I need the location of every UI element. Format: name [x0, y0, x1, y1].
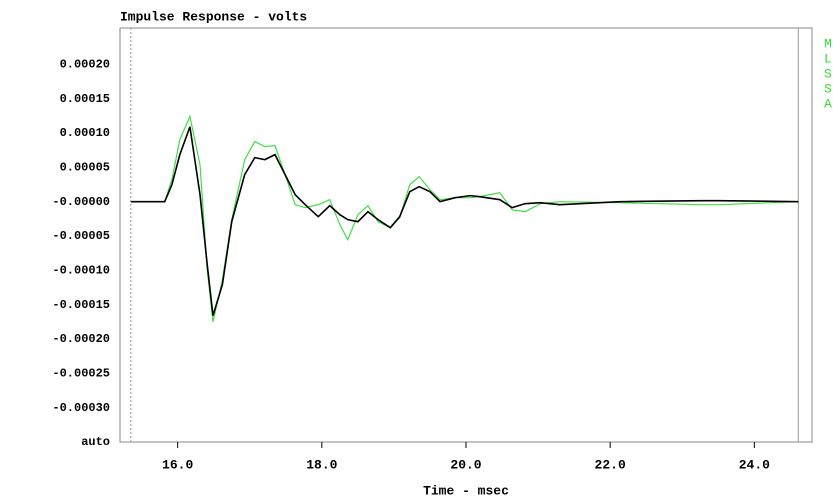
- x-tick-label: 24.0: [739, 457, 770, 472]
- y-tick-label: -0.00000: [52, 195, 110, 209]
- x-tick-label: 22.0: [595, 457, 626, 472]
- y-tick-label: auto: [81, 435, 110, 449]
- y-tick-label: -0.00020: [52, 332, 110, 346]
- side-label: S: [824, 66, 832, 81]
- y-tick-label: -0.00025: [52, 367, 110, 381]
- y-tick-label: 0.00010: [60, 126, 110, 140]
- side-label: A: [824, 96, 832, 111]
- y-tick-label: -0.00005: [52, 229, 110, 243]
- y-tick-label: 0.00005: [60, 161, 110, 175]
- side-label: M: [824, 36, 832, 51]
- x-axis-label: Time - msec: [423, 483, 509, 498]
- y-tick-label: -0.00015: [52, 298, 110, 312]
- y-tick-label: 0.00015: [60, 92, 110, 106]
- x-tick-label: 16.0: [162, 457, 193, 472]
- y-tick-label: -0.00010: [52, 264, 110, 278]
- chart-title: Impulse Response - volts: [120, 9, 307, 24]
- side-label: L: [824, 51, 832, 66]
- plot-frame: [119, 27, 813, 443]
- y-tick-label: -0.00030: [52, 401, 110, 415]
- side-label: S: [824, 81, 832, 96]
- x-tick-label: 18.0: [306, 457, 337, 472]
- series-line: [130, 114, 799, 322]
- series-line: [130, 126, 799, 316]
- y-tick-label: 0.00020: [60, 58, 110, 72]
- x-tick-label: 20.0: [450, 457, 481, 472]
